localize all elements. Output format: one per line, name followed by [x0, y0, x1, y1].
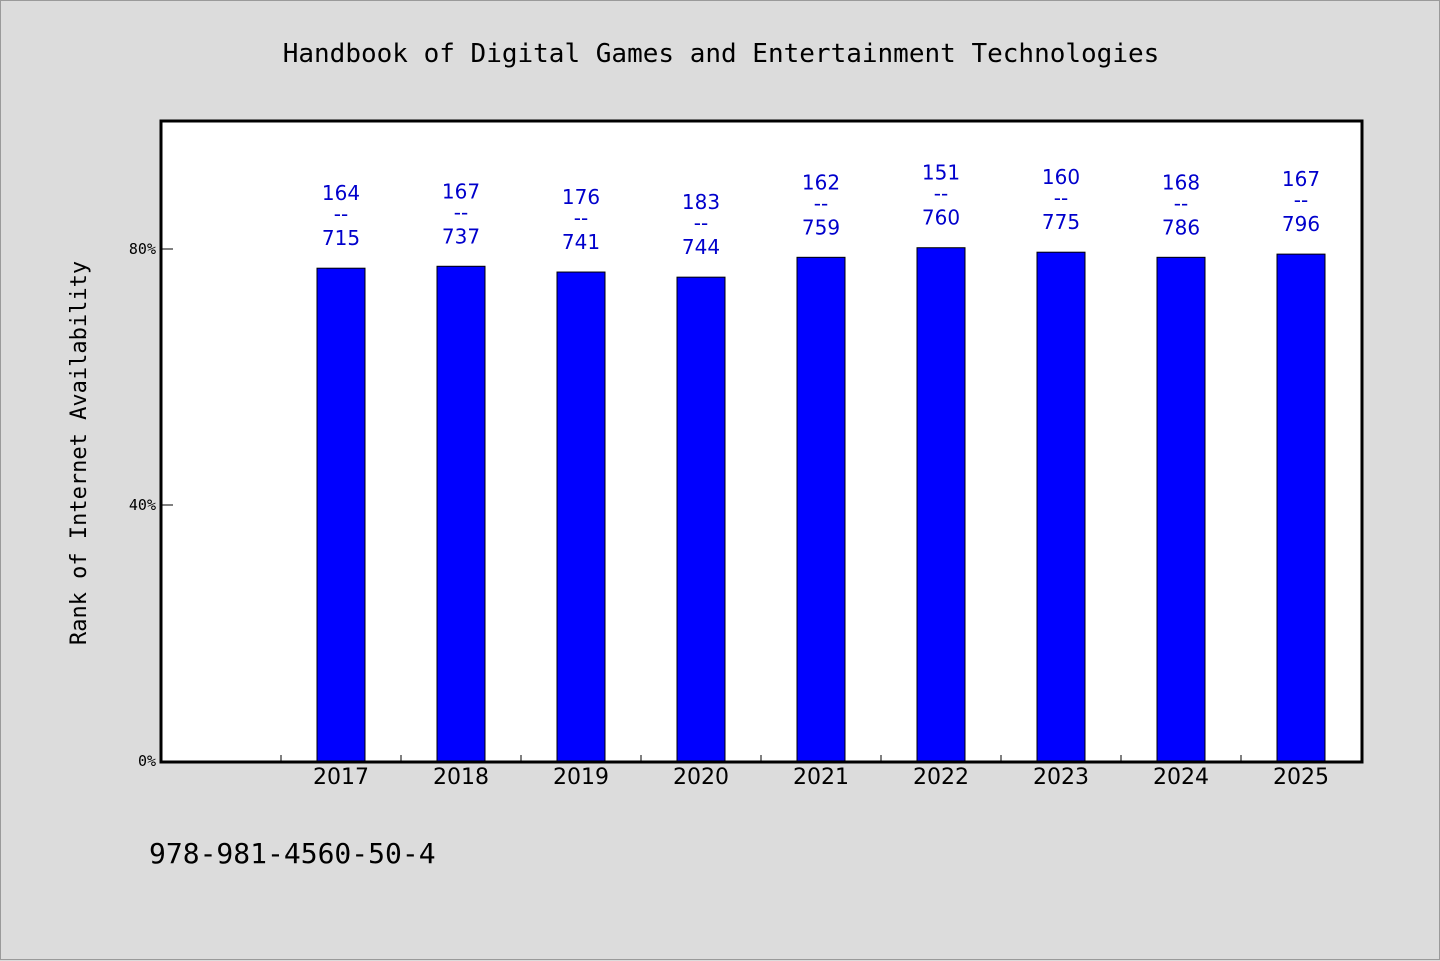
x-axis: 2017 2018 2019 2020 2021 2022 2023 2024 2025: [280, 755, 1362, 790]
bar-2023: [1036, 251, 1086, 762]
x-tick-label-2018: 2018: [433, 765, 489, 790]
data-label-2018-bottom: 737: [442, 224, 480, 248]
data-labels-layer: 164--715167--737176--741183--744162--759…: [322, 161, 1320, 259]
x-tick-label-2017: 2017: [313, 765, 369, 790]
data-label-2024-bottom: 786: [1162, 215, 1200, 239]
data-label-2023-mid: --: [1054, 186, 1068, 210]
data-label-2025-top: 167: [1282, 167, 1320, 191]
x-tick-label-2022: 2022: [913, 765, 969, 790]
data-label-2021-bottom: 759: [802, 215, 840, 239]
data-label-2019-bottom: 741: [562, 230, 600, 254]
data-label-2018-top: 167: [442, 179, 480, 203]
data-label-2023-bottom: 775: [1042, 210, 1080, 234]
data-label-2020-mid: --: [694, 211, 708, 235]
data-label-2020-bottom: 744: [682, 235, 720, 259]
data-label-2022-bottom: 760: [922, 206, 960, 230]
bar-2021: [796, 256, 846, 762]
y-axis: 0% 40% 80%: [129, 240, 173, 770]
x-tick-label-2021: 2021: [793, 765, 849, 790]
chart-title: Handbook of Digital Games and Entertainm…: [283, 39, 1160, 69]
data-label-2023-top: 160: [1042, 165, 1080, 189]
data-label-2024-mid: --: [1174, 191, 1188, 215]
y-axis-label: Rank of Internet Availability: [67, 261, 92, 645]
data-label-2022-mid: --: [934, 182, 948, 206]
data-label-2019-mid: --: [574, 206, 588, 230]
isbn-text: 978-981-4560-50-4: [149, 837, 436, 870]
x-tick-label-2020: 2020: [673, 765, 729, 790]
data-label-2018-mid: --: [454, 200, 468, 224]
y-tick-label: 0%: [138, 752, 156, 770]
data-label-2017-mid: --: [334, 202, 348, 226]
bar-2018: [436, 265, 486, 762]
x-tick-label-2019: 2019: [553, 765, 609, 790]
data-label-2021-mid: --: [814, 191, 828, 215]
x-tick-label-2024: 2024: [1153, 765, 1209, 790]
data-label-2019-top: 176: [562, 185, 600, 209]
data-label-2020-top: 183: [682, 190, 720, 214]
data-label-2017-top: 164: [322, 181, 360, 205]
data-label-2017-bottom: 715: [322, 226, 360, 250]
data-label-2025-bottom: 796: [1282, 212, 1320, 236]
y-tick-label: 80%: [129, 240, 156, 258]
bar-2017: [316, 267, 366, 762]
bars-layer: [316, 247, 1326, 762]
data-label-2025-mid: --: [1294, 188, 1308, 212]
data-label-2022-top: 151: [922, 161, 960, 185]
bar-2022: [916, 247, 966, 762]
x-tick-label-2023: 2023: [1033, 765, 1089, 790]
bar-2020: [676, 276, 726, 762]
x-tick-label-2025: 2025: [1273, 765, 1329, 790]
bar-2024: [1156, 256, 1206, 762]
data-label-2024-top: 168: [1162, 170, 1200, 194]
y-tick-label: 40%: [129, 496, 156, 514]
bar-2025: [1276, 253, 1326, 762]
bar-2019: [556, 271, 606, 762]
data-label-2021-top: 162: [802, 170, 840, 194]
